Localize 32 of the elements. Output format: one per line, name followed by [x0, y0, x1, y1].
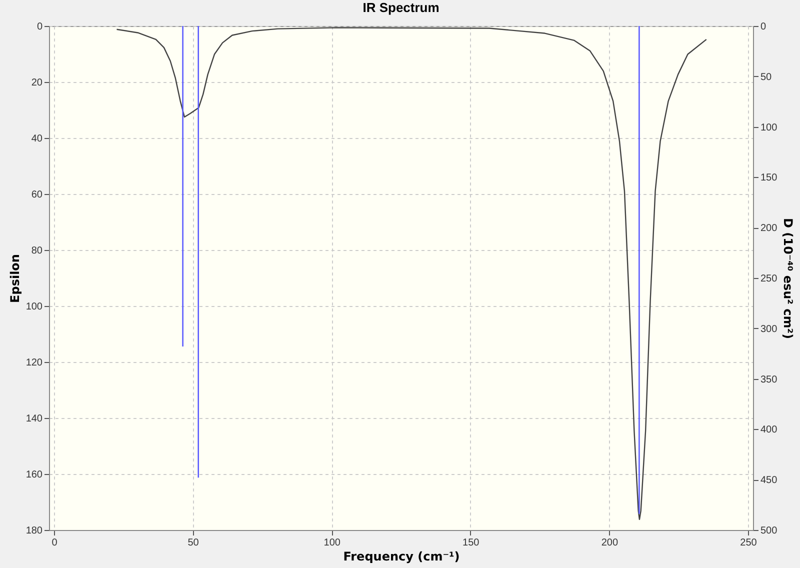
y-tick-label: 40	[31, 134, 43, 144]
y2-tick-label: 200	[760, 223, 778, 234]
y2-tick-label: 0	[760, 22, 766, 32]
y-tick-label: 60	[31, 190, 43, 200]
y-tick-label: 100	[26, 302, 43, 312]
y-tick-label: 120	[26, 358, 43, 368]
x-tick-label: 0	[52, 538, 58, 548]
y-tick-label: 20	[31, 78, 43, 88]
y2-tick-label: 500	[760, 526, 778, 536]
x-axis-title: Frequency (cm⁻¹)	[343, 550, 460, 564]
y2-axis-title: D (10⁻⁴⁰ esu² cm²)	[781, 218, 796, 339]
x-tick-label: 250	[740, 538, 758, 548]
y2-tick-label: 250	[760, 274, 778, 284]
y-tick-label: 140	[26, 414, 43, 424]
y-tick-label: 180	[26, 526, 43, 536]
chart-title: IR Spectrum	[362, 0, 440, 15]
y2-tick-label: 150	[760, 172, 778, 184]
y2-tick-label: 450	[760, 475, 778, 486]
y2-tick-label: 50	[760, 72, 772, 83]
y2-tick-label: 400	[760, 424, 778, 436]
x-tick-label: 100	[324, 538, 341, 548]
line-series	[116, 27, 707, 520]
y-tick-label: 160	[26, 470, 43, 480]
y-tick-label: 0	[36, 22, 43, 32]
y-axis-title: Epsilon	[8, 254, 22, 303]
y2-tick-label: 100	[760, 122, 778, 134]
x-tick-label: 50	[188, 538, 200, 548]
x-tick-label: 200	[601, 538, 618, 548]
y2-tick-label: 350	[760, 374, 778, 386]
y-tick-label: 80	[31, 246, 43, 256]
x-tick-label: 150	[462, 538, 480, 548]
y2-tick-label: 300	[760, 324, 778, 335]
